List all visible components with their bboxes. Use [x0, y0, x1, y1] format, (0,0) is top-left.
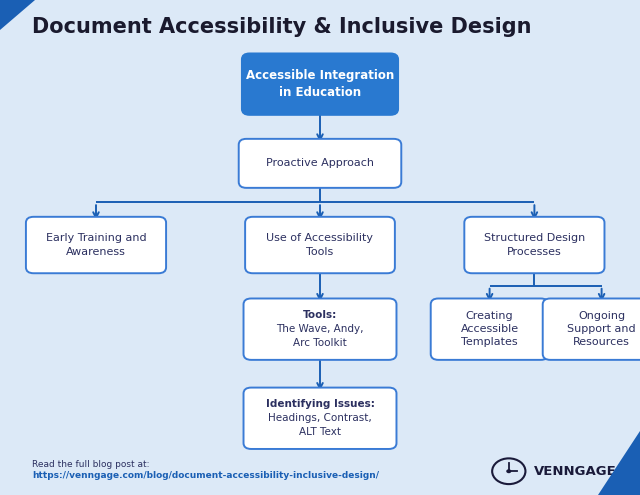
Text: Headings, Contrast,: Headings, Contrast,: [268, 413, 372, 423]
FancyBboxPatch shape: [244, 388, 396, 449]
FancyBboxPatch shape: [464, 217, 604, 273]
Text: Accessible Integration
in Education: Accessible Integration in Education: [246, 69, 394, 99]
FancyBboxPatch shape: [242, 53, 398, 115]
Text: Document Accessibility & Inclusive Design: Document Accessibility & Inclusive Desig…: [32, 17, 531, 37]
Polygon shape: [598, 431, 640, 495]
Text: Structured Design
Processes: Structured Design Processes: [484, 234, 585, 256]
Text: Tools:: Tools:: [303, 310, 337, 320]
Text: Arc Toolkit: Arc Toolkit: [293, 338, 347, 348]
FancyBboxPatch shape: [244, 298, 396, 360]
Text: ALT Text: ALT Text: [299, 427, 341, 438]
Text: VENNGAGE: VENNGAGE: [534, 465, 617, 478]
Text: https://venngage.com/blog/document-accessibility-inclusive-design/: https://venngage.com/blog/document-acces…: [32, 471, 379, 480]
Text: Identifying Issues:: Identifying Issues:: [266, 399, 374, 409]
FancyBboxPatch shape: [26, 217, 166, 273]
FancyBboxPatch shape: [245, 217, 395, 273]
FancyBboxPatch shape: [239, 139, 401, 188]
Text: Proactive Approach: Proactive Approach: [266, 158, 374, 168]
FancyBboxPatch shape: [543, 298, 640, 360]
FancyBboxPatch shape: [431, 298, 548, 360]
Text: Creating
Accessible
Templates: Creating Accessible Templates: [461, 311, 518, 347]
Text: Read the full blog post at:: Read the full blog post at:: [32, 460, 150, 469]
Polygon shape: [0, 0, 35, 30]
Circle shape: [506, 469, 511, 473]
Text: The Wave, Andy,: The Wave, Andy,: [276, 324, 364, 334]
Text: Early Training and
Awareness: Early Training and Awareness: [45, 234, 147, 256]
Text: Ongoing
Support and
Resources: Ongoing Support and Resources: [567, 311, 636, 347]
Text: Use of Accessibility
Tools: Use of Accessibility Tools: [266, 234, 374, 256]
